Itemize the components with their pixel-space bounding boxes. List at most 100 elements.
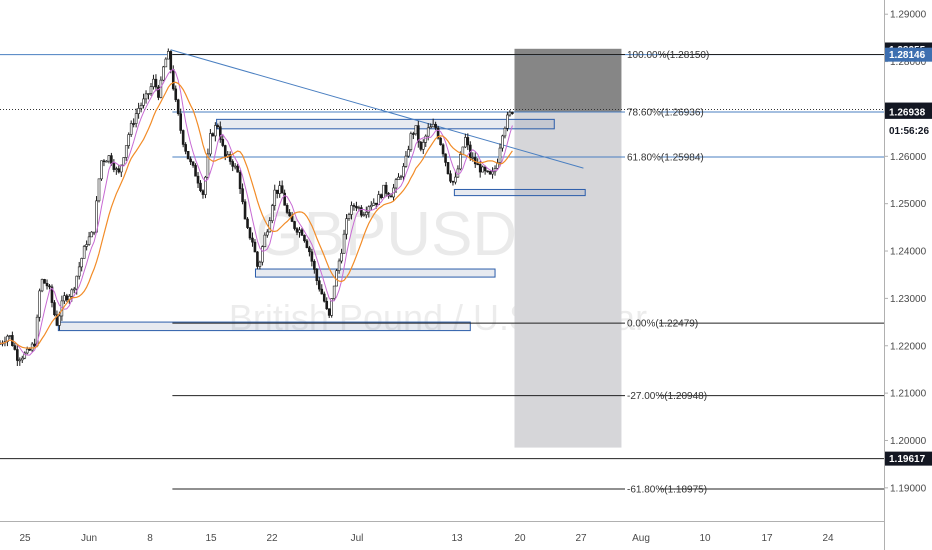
candle-body-44: [107, 155, 111, 162]
candle-body-52: [127, 134, 131, 146]
candle-body-149: [367, 206, 371, 213]
candle-body-165: [407, 149, 410, 157]
candle-body-193: [476, 163, 480, 166]
candle-body-138: [340, 252, 343, 262]
candle-body-102: [251, 237, 254, 243]
candle-body-27: [65, 295, 69, 301]
candle-body-117: [288, 212, 291, 217]
candle-body-85: [209, 133, 212, 155]
candle-body-191: [471, 157, 475, 159]
tag-128146: 1.28146: [889, 50, 926, 61]
ma-fast-line: [0, 68, 513, 356]
candle-body-69: [169, 51, 173, 70]
candle-body-67: [164, 58, 168, 68]
candle-body-58: [142, 98, 145, 106]
candle-body-131: [322, 293, 326, 302]
candle-body-80: [196, 175, 200, 184]
candle-body-64: [157, 86, 160, 98]
y-tick-label-3: 1.22000: [890, 341, 927, 352]
x-tick-label-3: 15: [205, 533, 217, 544]
y-tick-label-9: 1.28000: [890, 57, 927, 68]
tag-128146-bg: [885, 47, 932, 62]
candle-body-143: [352, 205, 356, 207]
candle-body-116: [285, 204, 289, 213]
x-tick-label-1: Jun: [81, 533, 97, 544]
candle-body-168: [414, 125, 418, 135]
candle-body-49: [119, 164, 123, 173]
candle-body-141: [347, 214, 351, 219]
candle-body-24: [58, 315, 61, 326]
candle-body-97: [238, 171, 242, 190]
candle-body-163: [402, 166, 405, 178]
candle-body-132: [325, 300, 329, 310]
candle-body-170: [419, 141, 423, 150]
candle-body-20: [48, 285, 51, 288]
zone-1[interactable]: [57, 321, 471, 332]
candle-body-126: [310, 251, 314, 262]
trendline[interactable]: [170, 49, 584, 169]
candle-body-51: [124, 145, 128, 158]
candle-body-21: [50, 286, 54, 303]
candle-body-108: [266, 231, 269, 236]
candle-body-57: [139, 105, 143, 109]
x-tick-label-9: Aug: [632, 533, 650, 544]
candle-body-152: [374, 202, 378, 205]
candle-body-166: [409, 133, 413, 150]
candle-body-158: [389, 195, 393, 198]
candle-body-77: [189, 158, 192, 163]
fib-label-2: 61.80%(1.25984): [627, 153, 704, 164]
candle-body-182: [449, 173, 452, 182]
position-loss-zone[interactable]: [514, 111, 622, 448]
candle-body-66: [162, 66, 165, 81]
candle-body-186: [459, 154, 462, 170]
candle-body-172: [424, 135, 428, 143]
candle-body-204: [503, 127, 507, 137]
candle-body-155: [382, 184, 385, 199]
candle-body-34: [82, 246, 86, 259]
candle-body-10: [23, 352, 27, 359]
candle-body-6: [13, 345, 17, 350]
candle-body-103: [253, 241, 257, 253]
tag-countdown-bg: [885, 123, 932, 138]
candle-body-72: [176, 99, 180, 114]
tag-126938-bg: [885, 104, 932, 119]
zone-2[interactable]: [254, 268, 496, 278]
candle-body-74: [181, 130, 185, 145]
candle-body-91: [223, 145, 227, 157]
position-profit-zone[interactable]: [514, 48, 622, 112]
candle-body-38: [92, 231, 96, 234]
candle-body-50: [122, 157, 126, 166]
candle-body-41: [100, 160, 103, 180]
candle-body-111: [273, 189, 277, 206]
zone-3[interactable]: [453, 188, 586, 197]
candle-body-119: [293, 221, 296, 229]
candle-body-79: [194, 165, 197, 177]
candle-body-100: [246, 218, 249, 228]
candle-body-106: [261, 246, 264, 263]
candle-body-147: [362, 214, 366, 217]
zone-4[interactable]: [216, 118, 555, 130]
candle-body-19: [45, 283, 49, 287]
candle-body-47: [115, 168, 118, 170]
tag-119617-bg: [885, 451, 932, 466]
candle-body-76: [186, 151, 190, 160]
candle-body-12: [28, 348, 32, 351]
candle-body-156: [384, 184, 388, 194]
candle-body-167: [412, 133, 415, 135]
candle-body-81: [199, 182, 202, 191]
candle-body-11: [25, 348, 29, 354]
candle-body-96: [236, 165, 239, 173]
candle-body-42: [102, 160, 106, 163]
candle-body-137: [337, 260, 341, 271]
candle-body-150: [369, 204, 373, 208]
candle-body-114: [280, 185, 284, 194]
candle-body-205: [506, 114, 509, 129]
candle-body-33: [80, 258, 83, 268]
x-tick-label-8: 27: [575, 533, 587, 544]
fib-label-1: 78.60%(1.26936): [627, 107, 704, 118]
candle-body-124: [305, 240, 309, 248]
candle-body-115: [283, 192, 286, 206]
candle-body-8: [18, 359, 22, 362]
candle-body-146: [360, 207, 363, 216]
